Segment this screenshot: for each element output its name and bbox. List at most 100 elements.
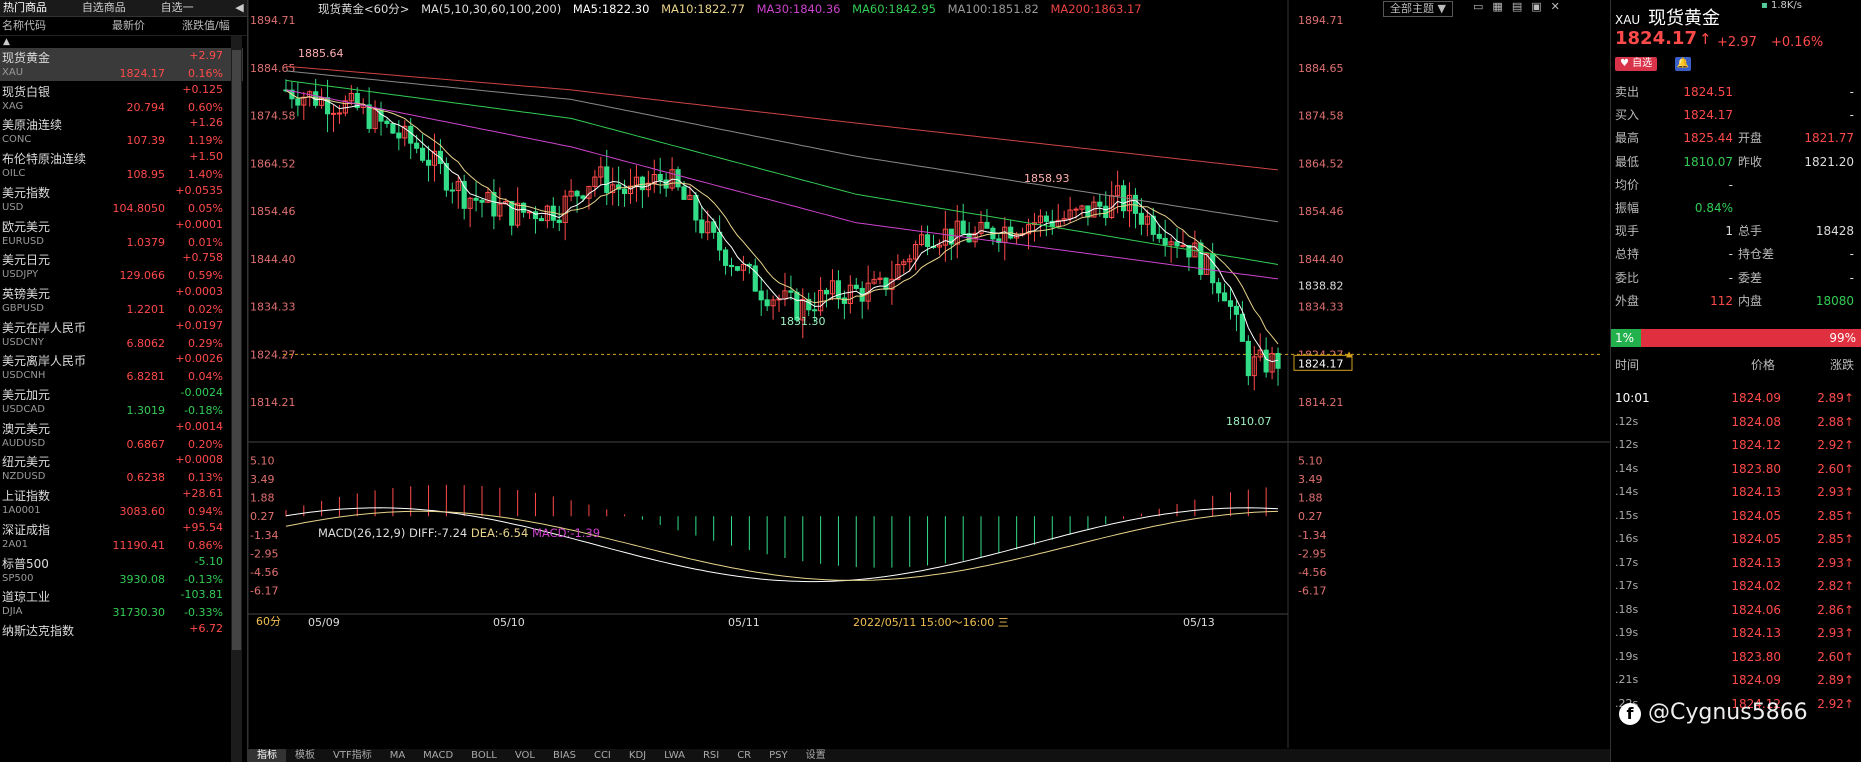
candle-body (1216, 282, 1222, 294)
row-code: GBPUSD (2, 302, 45, 314)
tab-hot[interactable]: 热门商品 (3, 1, 47, 14)
watchlist-row[interactable]: 欧元美元 EURUSD 1.0379 +0.0001 0.01% (0, 217, 243, 250)
theme-dropdown[interactable]: 全部主题 ▼ (1383, 1, 1453, 17)
indicator-tab[interactable]: VOL (514, 750, 535, 761)
quote-key: 买入 (1615, 108, 1640, 123)
candle-body (681, 186, 687, 200)
candle-body (1221, 292, 1228, 302)
watchlist-row[interactable]: 美元加元 USDCAD 1.3019 -0.0024 -0.18% (0, 385, 243, 418)
indicator-tab[interactable]: RSI (702, 750, 720, 761)
candle-body (342, 100, 348, 114)
indicator-tab[interactable]: MA (389, 750, 406, 761)
row-pct: -0.13% (184, 572, 223, 586)
tick-change: 2.93↑ (1817, 626, 1854, 640)
watchlist-row[interactable]: 布伦特原油连续 OILC 108.95 +1.50 1.40% (0, 149, 243, 182)
watchlist-row[interactable]: 美原油连续 CONC 107.39 +1.26 1.19% (0, 115, 243, 148)
chart-title[interactable]: 现货黄金<60分> (318, 2, 410, 16)
maximize-icon[interactable]: ▣ (1531, 0, 1551, 13)
ma-params[interactable]: MA(5,10,30,60,100,200) (421, 2, 562, 16)
row-pct: 0.16% (188, 67, 223, 80)
candle-body (699, 219, 705, 234)
indicator-tab[interactable]: CCI (593, 750, 611, 761)
watchlist-row[interactable]: 道琼工业 DJIA 31730.30 -103.81 -0.33% (0, 587, 243, 620)
watchlist-row[interactable]: 深证成指 2A01 11190.41 +95.54 0.86% (0, 520, 243, 553)
candle-body (758, 290, 764, 301)
watchlist-row[interactable]: 现货白银 XAG 20.794 +0.125 0.60% (0, 82, 243, 115)
watchlist-panel: 热门商品 自选商品 自选一 ◀ 名称代码 最新价 涨跌值/幅 ▲ 现货黄金 XA… (0, 0, 248, 762)
row-price: 1.2201 (126, 302, 166, 316)
watchlist-row[interactable]: 标普500 SP500 3930.08 -5.10 -0.13% (0, 554, 243, 587)
indicator-tab[interactable]: 模板 (295, 750, 315, 761)
candle-body (717, 231, 723, 251)
row-name: 美元日元 (2, 253, 51, 268)
row-change: +2.97 (189, 49, 223, 62)
row-pct: 0.05% (188, 201, 223, 215)
chart-toolbar-icons: ▭▦▤▣✕ (1473, 0, 1569, 13)
indicator-tab[interactable]: MACD (423, 750, 454, 761)
tick-row: .19s 1824.13 2.93↑ (1611, 621, 1861, 645)
watchlist-row[interactable]: 美元日元 USDJPY 129.066 +0.758 0.59% (0, 250, 243, 283)
indicator-tab[interactable]: KDJ (628, 750, 647, 761)
row-pct: 0.02% (188, 302, 223, 316)
tick-price: 1824.12 (1731, 438, 1781, 452)
quote-value2: - (1849, 85, 1854, 99)
tab-fav[interactable]: 自选商品 (81, 1, 126, 14)
candlestick-chart[interactable]: 1894.71 1894.71 1884.65 1884.65 1874.58 1874.… (248, 0, 1610, 762)
indicator-tab[interactable]: 指标 (248, 749, 286, 762)
watchlist-row[interactable]: 英镑美元 GBPUSD 1.2201 +0.0003 0.02% (0, 284, 243, 317)
alert-bell-icon[interactable]: 🔔 (1675, 57, 1691, 71)
indicator-tab[interactable]: 设置 (805, 750, 826, 761)
tick-row: .19s 1823.80 2.60↑ (1611, 645, 1861, 669)
crosshair-date: 2022/05/11 15:00～16:00 三 (853, 616, 1009, 629)
row-change: -103.81 (180, 588, 223, 602)
price-tick-right: 1874.58 (1298, 110, 1344, 123)
indicator-tab[interactable]: VTF指标 (333, 750, 372, 761)
scroll-up-icon[interactable]: ◀ (235, 1, 244, 14)
watchlist-row[interactable]: 美元在岸人民币 USDCNY 6.8062 +0.0197 0.29% (0, 318, 243, 351)
ma60-value: MA60:1842.95 (852, 2, 936, 16)
row-price: 108.95 (126, 168, 166, 182)
macd-label[interactable]: MACD(26,12,9) (318, 526, 406, 540)
watchlist-row[interactable]: 美元离岸人民币 USDCNH 6.8281 +0.0026 0.04% (0, 351, 243, 384)
layout-icon[interactable]: ▤ (1511, 0, 1532, 13)
col-name[interactable]: 名称代码 (2, 19, 46, 32)
close-icon[interactable]: ✕ (1550, 0, 1569, 13)
watchlist-row[interactable]: 上证指数 1A0001 3083.60 +28.61 0.94% (0, 486, 243, 519)
grid-icon[interactable]: ▦ (1492, 0, 1512, 13)
collapse-icon[interactable]: ▲ (3, 37, 10, 47)
indicator-tab[interactable]: BOLL (471, 750, 497, 761)
quote-key2: 持仓差 (1738, 247, 1775, 262)
candle-body (770, 299, 776, 307)
minimize-icon[interactable]: ▭ (1473, 0, 1493, 13)
fav-button[interactable]: ♥ 自选 (1615, 57, 1658, 71)
indicator-tab[interactable]: BIAS (552, 750, 576, 761)
quote-key: 振幅 (1615, 201, 1640, 215)
annotation-high2: 1858.93 (1024, 172, 1070, 185)
tick-price: 1824.05 (1731, 532, 1781, 546)
tick-time: .17s (1615, 555, 1639, 569)
watchlist-row[interactable]: 现货黄金 XAU 1824.17 +2.97 0.16% (0, 48, 243, 81)
watchlist-row[interactable]: 纳斯达克指数 +6.72 (0, 621, 243, 654)
watchlist-row[interactable]: 纽元美元 NZDUSD 0.6238 +0.0008 0.13% (0, 452, 243, 485)
col-price[interactable]: 最新价 (112, 19, 145, 32)
watchlist-scrollbar[interactable] (231, 36, 242, 762)
chart-area[interactable]: 1894.71 1894.71 1884.65 1884.65 1874.58 1874.… (248, 0, 1610, 762)
indicator-tab[interactable]: CR (737, 750, 752, 761)
row-code: USDCNH (2, 370, 46, 382)
watchlist-row[interactable]: 美元指数 USD 104.8050 +0.0535 0.05% (0, 183, 243, 216)
tab-fav1[interactable]: 自选一 (160, 1, 194, 14)
row-name: 标普500 (2, 556, 49, 571)
indicator-tab[interactable]: PSY (769, 750, 788, 761)
tick-price: 1823.80 (1731, 461, 1781, 476)
macd-tick-right: 5.10 (1298, 455, 1323, 468)
scroll-thumb[interactable] (232, 50, 241, 650)
col-change[interactable]: 涨跌值/幅 (182, 19, 230, 32)
date-tick: 05/13 (1183, 616, 1215, 629)
tick-time: .15s (1615, 508, 1639, 522)
speed-value: 1.8K/s (1770, 0, 1803, 11)
row-price: 129.066 (119, 269, 166, 283)
watchlist-row[interactable]: 澳元美元 AUDUSD 0.6867 +0.0014 0.20% (0, 419, 243, 452)
indicator-tab[interactable]: LWA (664, 750, 685, 761)
candle-body (532, 211, 539, 220)
quote-value: 0.84% (1694, 201, 1733, 215)
